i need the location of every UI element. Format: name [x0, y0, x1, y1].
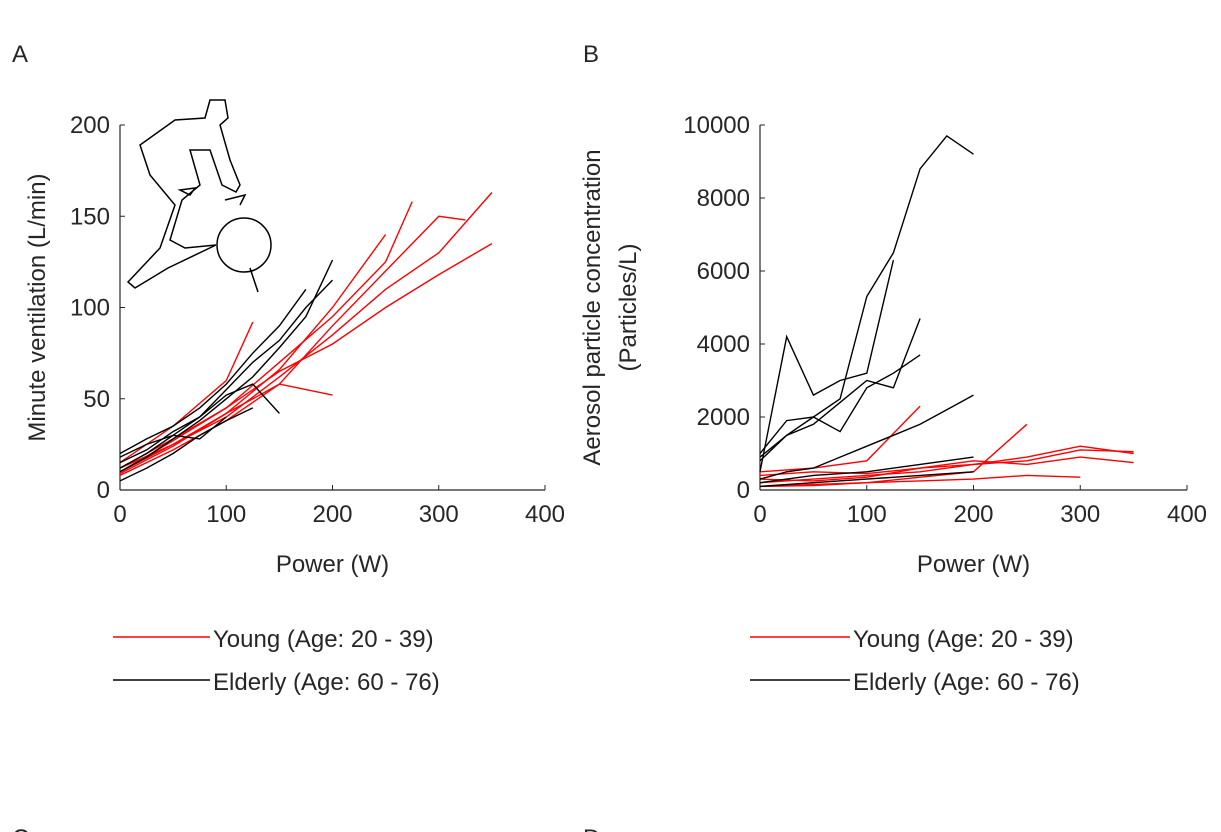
data-line	[759, 471, 974, 488]
panel-letter: B	[583, 41, 599, 68]
data-line	[759, 259, 895, 472]
panel-letter: A	[12, 41, 28, 68]
x-tick-label: 0	[113, 501, 126, 528]
data-line	[119, 234, 387, 475]
y-tick-label: 150	[70, 203, 110, 230]
x-tick-label: 200	[953, 501, 993, 528]
data-line	[119, 215, 466, 477]
y-axis-label: Aerosol particle concentration	[579, 149, 606, 465]
x-tick-label: 300	[419, 501, 459, 528]
data-line	[119, 259, 334, 473]
legend-label: Elderly (Age: 60 - 76)	[213, 669, 440, 696]
data-line	[119, 407, 254, 482]
data-line	[759, 445, 1134, 484]
data-line	[119, 288, 307, 455]
panel-letter: D	[583, 825, 600, 832]
legend-label: Elderly (Age: 60 - 76)	[853, 669, 1080, 696]
y-axis-label: (Particles/L)	[615, 243, 642, 371]
x-tick-label: 400	[525, 501, 565, 528]
cyclist-icon	[126, 99, 272, 293]
x-tick-label: 100	[206, 501, 246, 528]
y-tick-label: 8000	[697, 185, 750, 212]
data-line	[119, 279, 334, 469]
data-line	[759, 456, 974, 484]
data-line	[759, 394, 974, 480]
data-line	[119, 201, 413, 473]
x-axis-label: Power (W)	[917, 551, 1030, 578]
y-tick-label: 10000	[683, 112, 750, 139]
x-tick-label: 200	[312, 501, 352, 528]
y-tick-label: 0	[737, 477, 750, 504]
x-tick-label: 400	[1167, 501, 1207, 528]
x-tick-label: 0	[753, 501, 766, 528]
y-tick-label: 2000	[697, 404, 750, 431]
x-tick-label: 300	[1060, 501, 1100, 528]
data-line	[759, 449, 1134, 477]
x-axis-label: Power (W)	[276, 551, 389, 578]
data-line	[759, 405, 921, 473]
data-line	[759, 318, 921, 458]
y-tick-label: 4000	[697, 331, 750, 358]
data-line	[759, 456, 1134, 482]
data-line	[119, 416, 227, 458]
y-tick-label: 200	[70, 112, 110, 139]
y-tick-label: 50	[83, 386, 110, 413]
y-tick-label: 100	[70, 295, 110, 322]
y-axis-label: Minute ventilation (L/min)	[24, 173, 51, 441]
data-line	[759, 354, 921, 454]
y-tick-label: 6000	[697, 258, 750, 285]
y-tick-label: 0	[97, 477, 110, 504]
legend-label: Young (Age: 20 - 39)	[213, 626, 434, 653]
legend-label: Young (Age: 20 - 39)	[853, 626, 1074, 653]
panel-letter: C	[12, 825, 29, 832]
data-line	[759, 474, 1081, 488]
x-tick-label: 100	[847, 501, 887, 528]
data-line	[759, 134, 974, 462]
data-line	[119, 242, 493, 469]
